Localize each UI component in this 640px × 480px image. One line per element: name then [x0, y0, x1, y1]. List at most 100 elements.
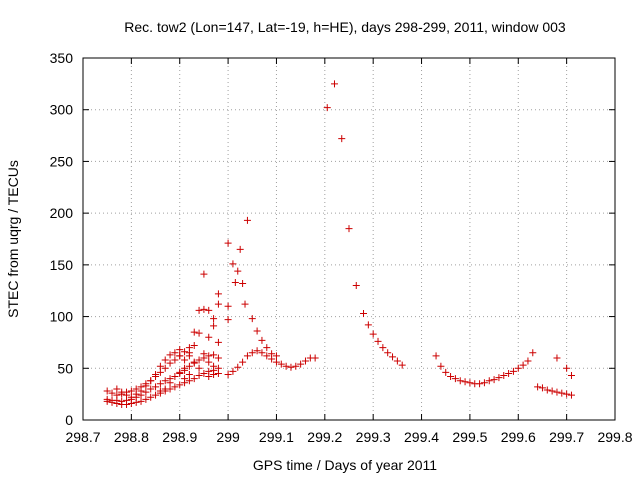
- data-point: [161, 377, 169, 385]
- data-point: [234, 267, 242, 275]
- data-point: [485, 377, 493, 385]
- data-point: [132, 390, 140, 398]
- data-point: [205, 306, 213, 314]
- data-point: [181, 375, 189, 383]
- data-point: [210, 322, 218, 330]
- data-point: [171, 349, 179, 357]
- data-point: [123, 391, 131, 399]
- data-point: [258, 349, 266, 357]
- data-point: [490, 376, 498, 384]
- data-point: [480, 379, 488, 387]
- data-point: [195, 364, 203, 372]
- data-point: [195, 306, 203, 314]
- data-point: [374, 337, 382, 345]
- x-tick-label: 298.7: [65, 429, 100, 445]
- data-point: [272, 358, 280, 366]
- data-point: [152, 370, 160, 378]
- data-point: [297, 360, 305, 368]
- data-point: [301, 357, 309, 365]
- plot-frame: [82, 57, 616, 421]
- data-point: [384, 349, 392, 357]
- data-point: [210, 362, 218, 370]
- data-point: [451, 375, 459, 383]
- data-point: [236, 245, 244, 253]
- data-point: [389, 353, 397, 361]
- data-point: [338, 135, 346, 143]
- data-point: [243, 216, 251, 224]
- data-point: [558, 389, 566, 397]
- data-point: [553, 354, 561, 362]
- data-point: [224, 316, 232, 324]
- y-tick-label: 0: [65, 412, 73, 428]
- data-point: [210, 370, 218, 378]
- data-point: [161, 364, 169, 372]
- data-point: [447, 373, 455, 381]
- data-point: [176, 352, 184, 360]
- data-point: [181, 348, 189, 356]
- x-tick-label: 299.5: [452, 429, 487, 445]
- data-point: [461, 378, 469, 386]
- data-point: [190, 358, 198, 366]
- data-point: [224, 302, 232, 310]
- data-point: [500, 372, 508, 380]
- data-point: [268, 350, 276, 358]
- data-point: [214, 369, 222, 377]
- x-tick-label: 299.7: [549, 429, 584, 445]
- data-point: [323, 104, 331, 112]
- data-point: [195, 329, 203, 337]
- data-point: [495, 374, 503, 382]
- data-point: [543, 386, 551, 394]
- data-point: [282, 362, 290, 370]
- data-point: [519, 361, 527, 369]
- data-point: [224, 370, 232, 378]
- data-point: [171, 356, 179, 364]
- data-point: [214, 338, 222, 346]
- data-point: [398, 361, 406, 369]
- data-point: [437, 362, 445, 370]
- x-tick-label: 298.8: [114, 429, 149, 445]
- data-point: [379, 344, 387, 352]
- data-point: [195, 372, 203, 380]
- data-point: [224, 239, 232, 247]
- data-point: [195, 356, 203, 364]
- data-point: [147, 385, 155, 393]
- data-point: [190, 328, 198, 336]
- data-point: [166, 379, 174, 387]
- data-point: [176, 381, 184, 389]
- data-point: [127, 387, 135, 395]
- data-point: [176, 368, 184, 376]
- data-point: [200, 305, 208, 313]
- data-point: [214, 354, 222, 362]
- y-tick-label: 250: [50, 153, 74, 169]
- data-point: [239, 279, 247, 287]
- data-point: [364, 321, 372, 329]
- data-point: [210, 351, 218, 359]
- data-point: [152, 391, 160, 399]
- data-point: [152, 383, 160, 391]
- x-tick-label: 299.4: [404, 429, 439, 445]
- data-point: [243, 352, 251, 360]
- data-point: [277, 360, 285, 368]
- data-point: [369, 330, 377, 338]
- data-point: [171, 373, 179, 381]
- data-point: [234, 363, 242, 371]
- data-point: [147, 377, 155, 385]
- data-point: [214, 300, 222, 308]
- data-point: [241, 300, 249, 308]
- data-point: [253, 347, 261, 355]
- data-point: [466, 379, 474, 387]
- axis-ticks: [82, 57, 616, 421]
- y-tick-label: 150: [50, 257, 74, 273]
- data-point: [161, 385, 169, 393]
- data-point: [442, 368, 450, 376]
- data-point: [103, 395, 111, 403]
- data-point: [181, 364, 189, 372]
- data-points: [103, 80, 575, 408]
- y-tick-label: 200: [50, 205, 74, 221]
- data-point: [432, 352, 440, 360]
- data-point: [524, 357, 532, 365]
- data-point: [118, 388, 126, 396]
- data-point: [142, 388, 150, 396]
- x-tick-labels: 298.7 298.8 298.9 299 299.1 299.2 299.3 299.4 29…: [65, 429, 632, 445]
- data-point: [239, 358, 247, 366]
